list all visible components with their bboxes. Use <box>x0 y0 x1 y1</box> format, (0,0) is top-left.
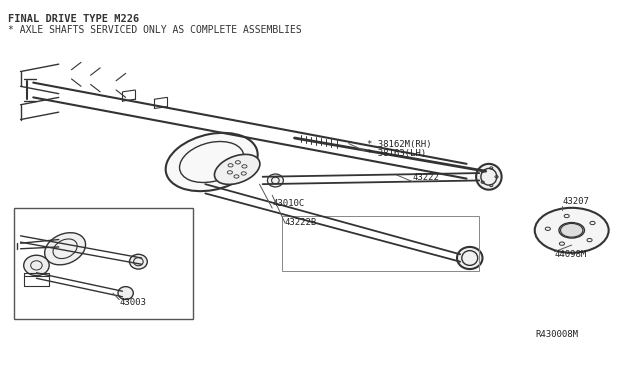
Bar <box>14 208 193 319</box>
Ellipse shape <box>45 233 86 265</box>
Text: * 38162M(RH): * 38162M(RH) <box>367 140 431 149</box>
Ellipse shape <box>24 255 49 276</box>
Text: R430008M: R430008M <box>536 330 579 339</box>
Ellipse shape <box>166 133 258 191</box>
Bar <box>282 215 479 271</box>
Text: 43003: 43003 <box>119 298 146 307</box>
Text: 43207: 43207 <box>562 198 589 206</box>
Ellipse shape <box>476 164 502 190</box>
Text: * AXLE SHAFTS SERVICED ONLY AS COMPLETE ASSEMBLIES: * AXLE SHAFTS SERVICED ONLY AS COMPLETE … <box>8 25 301 35</box>
Text: 43222: 43222 <box>412 173 439 182</box>
Text: 43010C: 43010C <box>272 199 305 208</box>
Ellipse shape <box>118 286 133 299</box>
Ellipse shape <box>129 254 147 269</box>
Ellipse shape <box>457 247 483 269</box>
Text: 43222B: 43222B <box>285 218 317 227</box>
Ellipse shape <box>559 222 584 238</box>
Ellipse shape <box>214 154 260 185</box>
Ellipse shape <box>268 174 284 187</box>
Ellipse shape <box>535 208 609 253</box>
Text: * 38163(LH): * 38163(LH) <box>367 149 426 158</box>
Text: 44098M: 44098M <box>554 250 587 259</box>
Text: FINAL DRIVE TYPE M226: FINAL DRIVE TYPE M226 <box>8 14 139 24</box>
